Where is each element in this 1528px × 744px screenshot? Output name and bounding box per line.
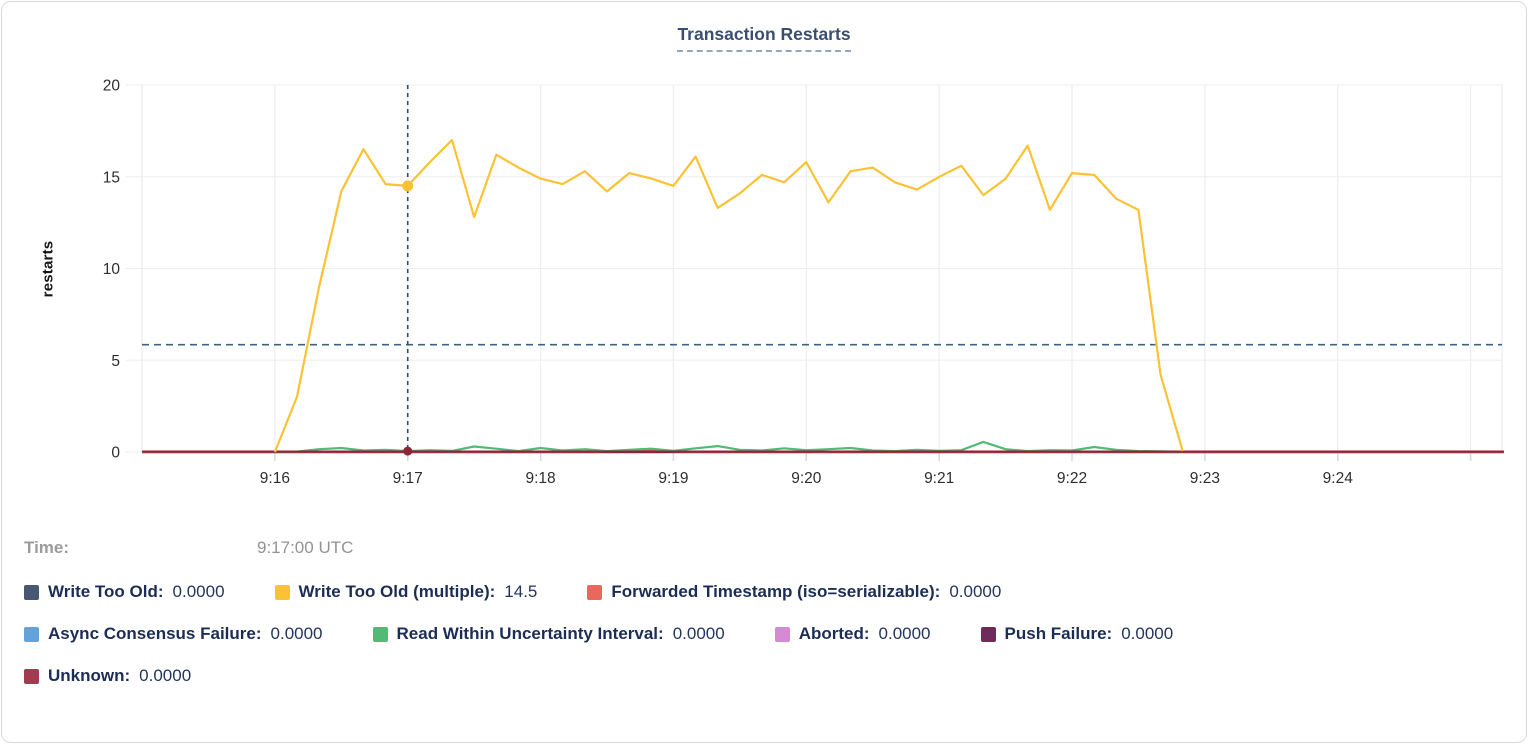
legend-label: Write Too Old: [48, 582, 164, 601]
legend-item-aborted[interactable]: Aborted: 0.0000 [774, 624, 931, 644]
legend-label: Unknown: [48, 666, 131, 685]
legend-label: Write Too Old (multiple): [298, 582, 496, 601]
x-tick-label: 9:17 [393, 470, 423, 487]
x-tick-label: 9:19 [658, 470, 688, 487]
legend-item-write-too-old-multiple[interactable]: Write Too Old (multiple): 14.5 [274, 582, 538, 602]
x-tick-label: 9:24 [1323, 470, 1354, 487]
legend-swatch-write-too-old-multiple [274, 584, 290, 600]
legend-value: 0.0000 [672, 624, 725, 643]
legend-label: Read Within Uncertainty Interval: [396, 624, 664, 643]
x-tick-label: 9:22 [1057, 470, 1087, 487]
legend-value: 0.0000 [172, 582, 225, 601]
legend-value: 0.0000 [878, 624, 931, 643]
x-tick-label: 9:20 [791, 470, 822, 487]
y-tick-label: 20 [103, 78, 121, 95]
legend-value: 0.0000 [949, 582, 1002, 601]
cursor-time-value: 9:17:00 UTC [257, 538, 354, 557]
legend-label: Forwarded Timestamp (iso=serializable): [611, 582, 941, 601]
y-tick-label: 15 [103, 169, 120, 186]
cursor-time-label: Time: [24, 538, 70, 557]
legend-item-write-too-old[interactable]: Write Too Old: 0.0000 [24, 582, 225, 602]
highlight-dot-unknown [403, 446, 413, 456]
y-tick-label: 0 [111, 445, 120, 462]
chart-title[interactable]: Transaction Restarts [677, 24, 851, 52]
y-tick-label: 10 [103, 261, 121, 278]
legend-item-async-consensus-failure[interactable]: Async Consensus Failure: 0.0000 [24, 624, 323, 644]
x-tick-label: 9:23 [1190, 470, 1220, 487]
y-axis-label: restarts [39, 240, 57, 298]
legend-label: Aborted: [798, 624, 870, 643]
legend-item-push-failure[interactable]: Push Failure: 0.0000 [980, 624, 1174, 644]
legend-swatch-read-within-uncertainty-interval [372, 626, 388, 642]
highlight-dot-write-too-old-multiple [402, 180, 414, 192]
legend-swatch-unknown [24, 668, 39, 684]
y-tick-label: 5 [111, 353, 120, 370]
legend-label: Async Consensus Failure: [48, 624, 262, 643]
chart-header: Transaction Restarts [2, 24, 1526, 52]
legend-row: Async Consensus Failure: 0.0000 Read Withi… [24, 624, 1504, 644]
legend-value: 0.0000 [139, 666, 192, 685]
x-tick-label: 9:16 [260, 470, 290, 487]
legend-row: Write Too Old: 0.0000 Write Too Old (multi… [24, 582, 1504, 602]
legend-value: 14.5 [504, 582, 538, 601]
legend-row: Unknown: 0.0000 [24, 666, 1504, 686]
legend-swatch-write-too-old [24, 584, 39, 600]
x-tick-label: 9:18 [525, 470, 555, 487]
legend-item-unknown[interactable]: Unknown: 0.0000 [24, 666, 191, 686]
legend-swatch-async-consensus-failure [24, 626, 39, 642]
transaction-restarts-chart[interactable]: 0 5 10 15 20 9:16 9:17 9:18 9:19 9:20 9:21 9:22 9:23… [2, 2, 1526, 502]
legend-value: 0.0000 [270, 624, 323, 643]
legend-label: Push Failure: [1004, 624, 1113, 643]
x-tick-label: 9:21 [924, 470, 954, 487]
legend-swatch-aborted [774, 626, 790, 642]
series-line-write-too-old-multiple [273, 138, 1184, 453]
legend-value: 0.0000 [1121, 624, 1174, 643]
cursor-time-row: Time: 9:17:00 UTC [24, 538, 353, 558]
chart-legend: Write Too Old: 0.0000 Write Too Old (multi… [24, 582, 1504, 686]
legend-swatch-push-failure [980, 626, 996, 642]
legend-swatch-forwarded-timestamp-iso-serializable [587, 584, 603, 600]
legend-item-read-within-uncertainty-interval[interactable]: Read Within Uncertainty Interval: 0.0000 [372, 624, 725, 644]
legend-item-forwarded-timestamp-iso-serializable[interactable]: Forwarded Timestamp (iso=serializable): 0… [587, 582, 1001, 602]
